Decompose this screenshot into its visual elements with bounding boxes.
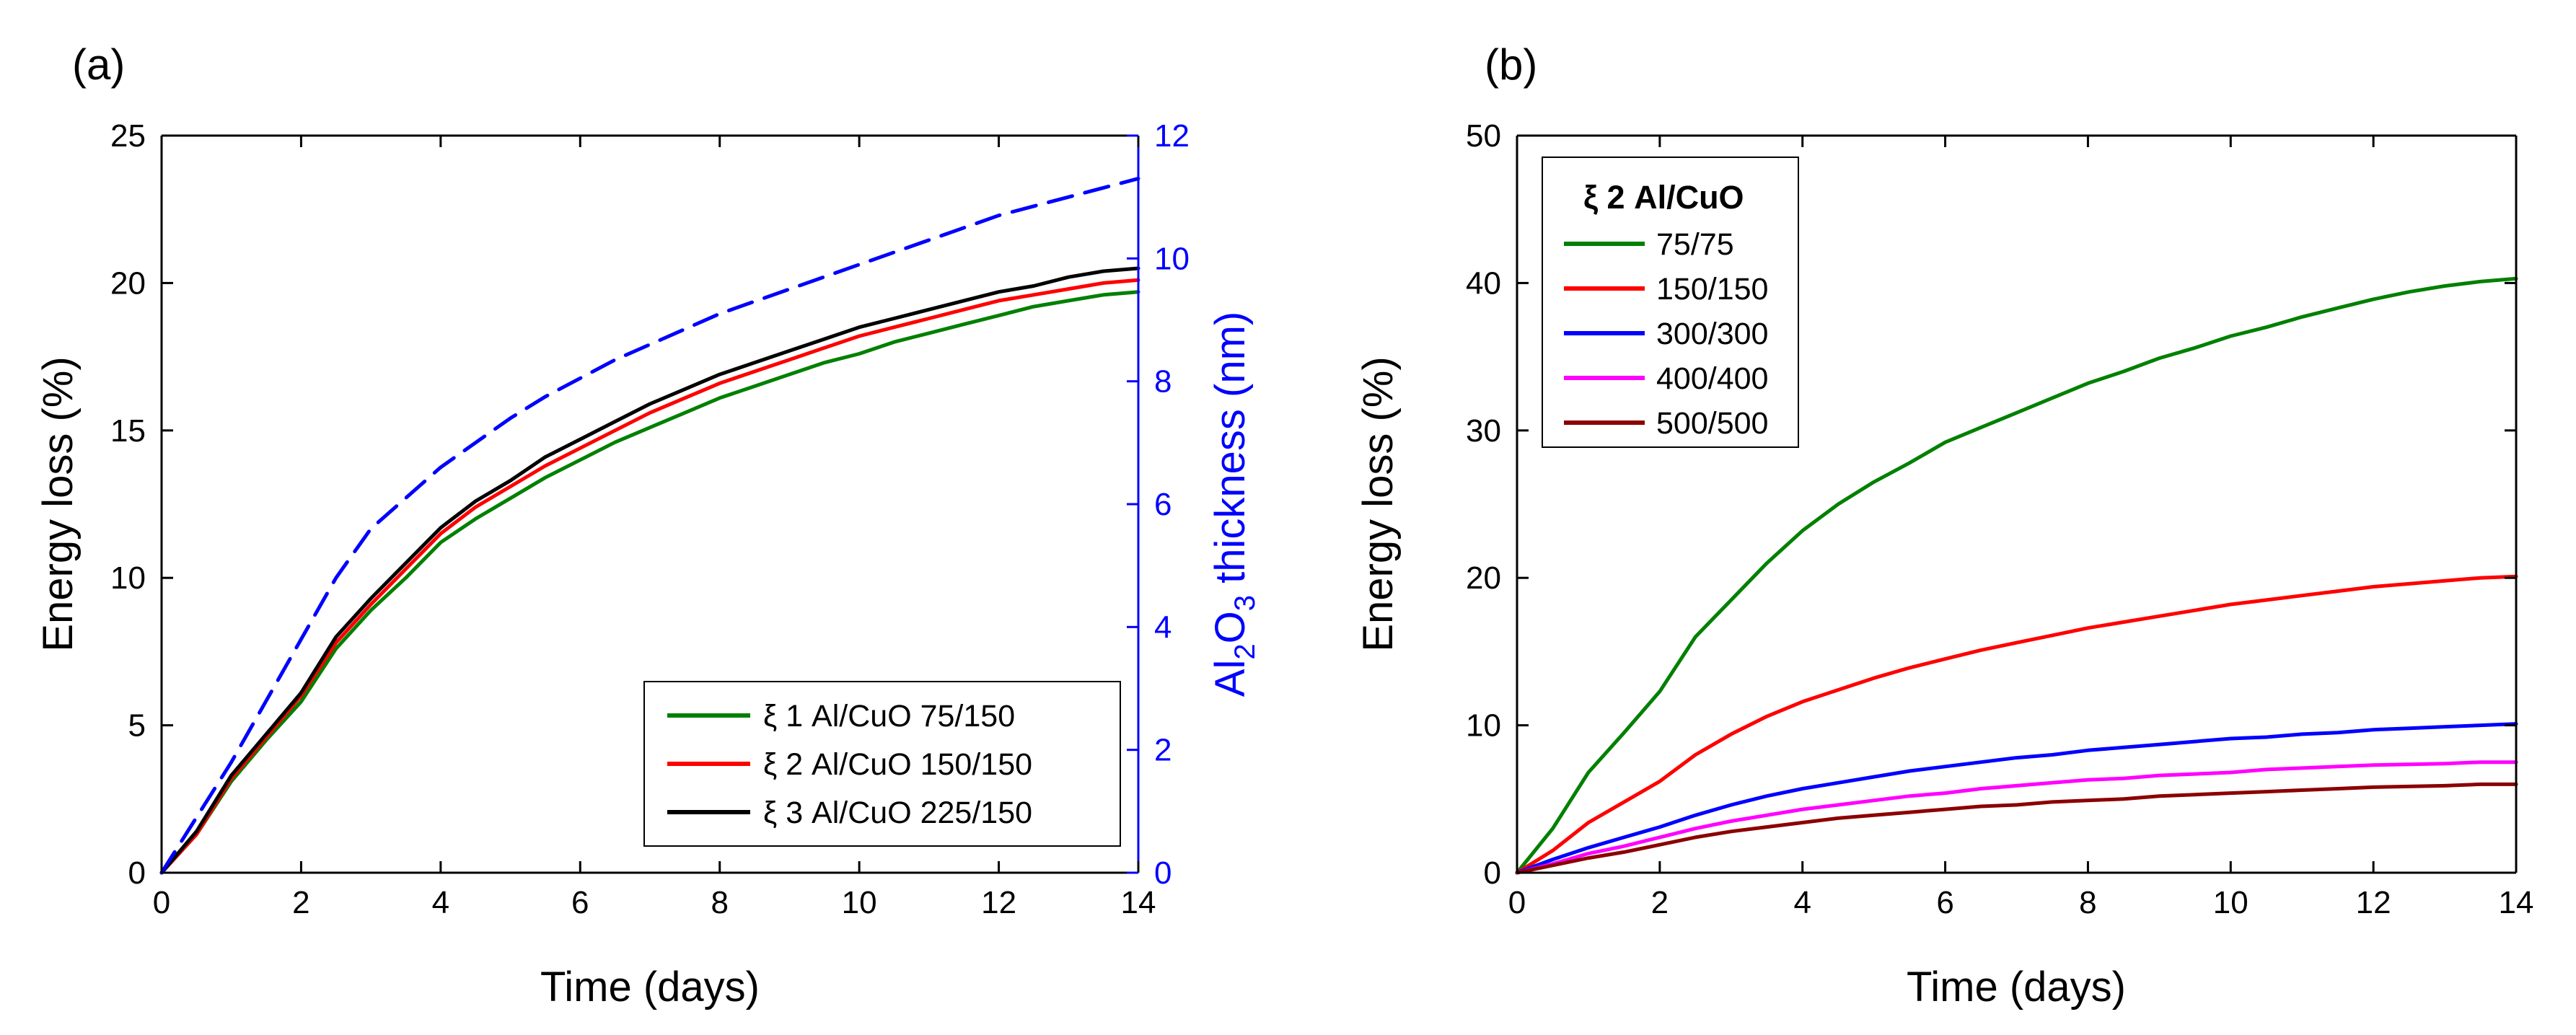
y2-title-rest: thickness (nm) — [1207, 312, 1254, 595]
panel-b-series-line-2 — [1515, 722, 2518, 875]
panel-a-y2-tick-label-5: 10 — [1154, 241, 1190, 276]
y2-title-sub-3: 3 — [1229, 595, 1261, 611]
panel-a-series-line-0 — [159, 290, 1140, 875]
legend-label-b-2: 300/300 — [1656, 317, 1768, 351]
legend-label-b-3: 400/400 — [1656, 361, 1768, 396]
panel-a-y2-tick-label-4: 8 — [1154, 364, 1171, 400]
panel-b-x-tick-label-0: 0 — [1508, 885, 1526, 920]
panel-a-y2-tick-label-6: 12 — [1154, 118, 1190, 154]
legend-title-b: ξ 2 Al/CuO — [1583, 179, 1744, 216]
panel-b-x-tick-label-2: 4 — [1793, 885, 1811, 920]
legend-label-b-4: 500/500 — [1656, 406, 1768, 441]
panel-a-series-line-2 — [159, 266, 1140, 875]
legend-label-a-2: ξ 3 Al/CuO 225/150 — [763, 796, 1032, 830]
panel-b-series-group — [1515, 276, 2518, 875]
panel-a-x-tick-label-2: 4 — [432, 885, 449, 920]
panel-b-y-tick-label-5: 50 — [1466, 118, 1501, 154]
y2-title-sub-2: 2 — [1229, 643, 1261, 659]
panel-a-y-axis-title: Energy loss (%) — [35, 356, 82, 651]
panel-a-legend: ξ 1 Al/CuO 75/150 ξ 2 Al/CuO 150/150 ξ 3… — [643, 681, 1121, 847]
panel-a-series-group — [159, 177, 1140, 875]
panel-b-y-axis-title: Energy loss (%) — [1355, 356, 1402, 651]
panel-a-y2-tick-label-0: 0 — [1154, 855, 1171, 891]
panel-a-x-tick-label-7: 14 — [1121, 885, 1156, 920]
panel-a-x-tick-label-0: 0 — [153, 885, 170, 920]
panel-b-y-tick-label-2: 20 — [1466, 560, 1501, 596]
y2-title-o: O — [1207, 611, 1254, 643]
panel-b-series-line-3 — [1515, 760, 2518, 875]
panel-b-series-line-1 — [1515, 574, 2518, 875]
panel-b-y-tick-label-4: 40 — [1466, 265, 1501, 301]
legend-label-a-1: ξ 2 Al/CuO 150/150 — [763, 747, 1032, 782]
panel-a-y-tick-label-0: 0 — [128, 855, 146, 891]
panel-a-y-tick-label-3: 15 — [110, 413, 146, 449]
panel-a-label: (a) — [72, 40, 125, 89]
panel-b-legend-box — [1542, 157, 1799, 448]
panel-a-y2-axis-title: Al2O3 thickness (nm) — [1207, 312, 1261, 697]
panel-a-series-line-3 — [159, 177, 1140, 875]
legend-label-b-0: 75/75 — [1656, 227, 1734, 262]
y2-title-al: Al — [1207, 660, 1254, 697]
panel-a-y-tick-label-1: 5 — [128, 708, 146, 744]
panel-a-y-tick-label-2: 10 — [110, 560, 146, 596]
panel-b-y-tick-label-0: 0 — [1484, 855, 1501, 891]
panel-b-x-tick-label-1: 2 — [1651, 885, 1669, 920]
panel-b-x-axis-title: Time (days) — [1907, 964, 2126, 1010]
legend-label-b-1: 150/150 — [1656, 272, 1768, 307]
panel-a-x-tick-label-4: 8 — [711, 885, 728, 920]
panel-b-y-tick-label-1: 10 — [1466, 708, 1501, 744]
panel-a-y2-tick-label-1: 2 — [1154, 733, 1171, 768]
panel-b-x-tick-label-5: 10 — [2213, 885, 2248, 920]
legend-label-a-0: ξ 1 Al/CuO 75/150 — [763, 699, 1015, 734]
panel-a-x-tick-label-3: 6 — [571, 885, 589, 920]
panel-b-series-line-4 — [1515, 782, 2518, 875]
panel-b-legend: ξ 2 Al/CuO 75/75 150/150 300/300 400/400… — [1542, 157, 1799, 448]
panel-b: (b) 0 2 4 6 8 10 12 14 0 10 20 30 40 50 Time (days) E… — [1355, 40, 2533, 1010]
panel-b-x-tick-label-4: 8 — [2079, 885, 2096, 920]
panel-b-label: (b) — [1485, 40, 1537, 89]
panel-b-y-tick-label-3: 30 — [1466, 413, 1501, 449]
panel-a-y-tick-label-4: 20 — [110, 265, 146, 301]
panel-a-x-tick-label-5: 10 — [842, 885, 877, 920]
panel-b-x-tick-label-6: 12 — [2356, 885, 2391, 920]
panel-a-y-tick-label-5: 25 — [110, 118, 146, 154]
panel-a-x-tick-label-1: 2 — [292, 885, 309, 920]
panel-b-axes: 0 2 4 6 8 10 12 14 0 10 20 30 40 50 — [1466, 118, 2533, 920]
panel-a-y2-tick-label-3: 6 — [1154, 487, 1171, 522]
panel-b-series-line-0 — [1515, 276, 2518, 875]
panel-a-y2-tick-label-2: 4 — [1154, 609, 1171, 645]
panel-a-x-axis-title: Time (days) — [540, 964, 760, 1010]
panel-b-x-tick-label-3: 6 — [1936, 885, 1953, 920]
panel-b-x-tick-label-7: 14 — [2499, 885, 2534, 920]
panel-a-x-tick-label-6: 12 — [981, 885, 1016, 920]
panel-a-series-line-1 — [159, 278, 1140, 875]
